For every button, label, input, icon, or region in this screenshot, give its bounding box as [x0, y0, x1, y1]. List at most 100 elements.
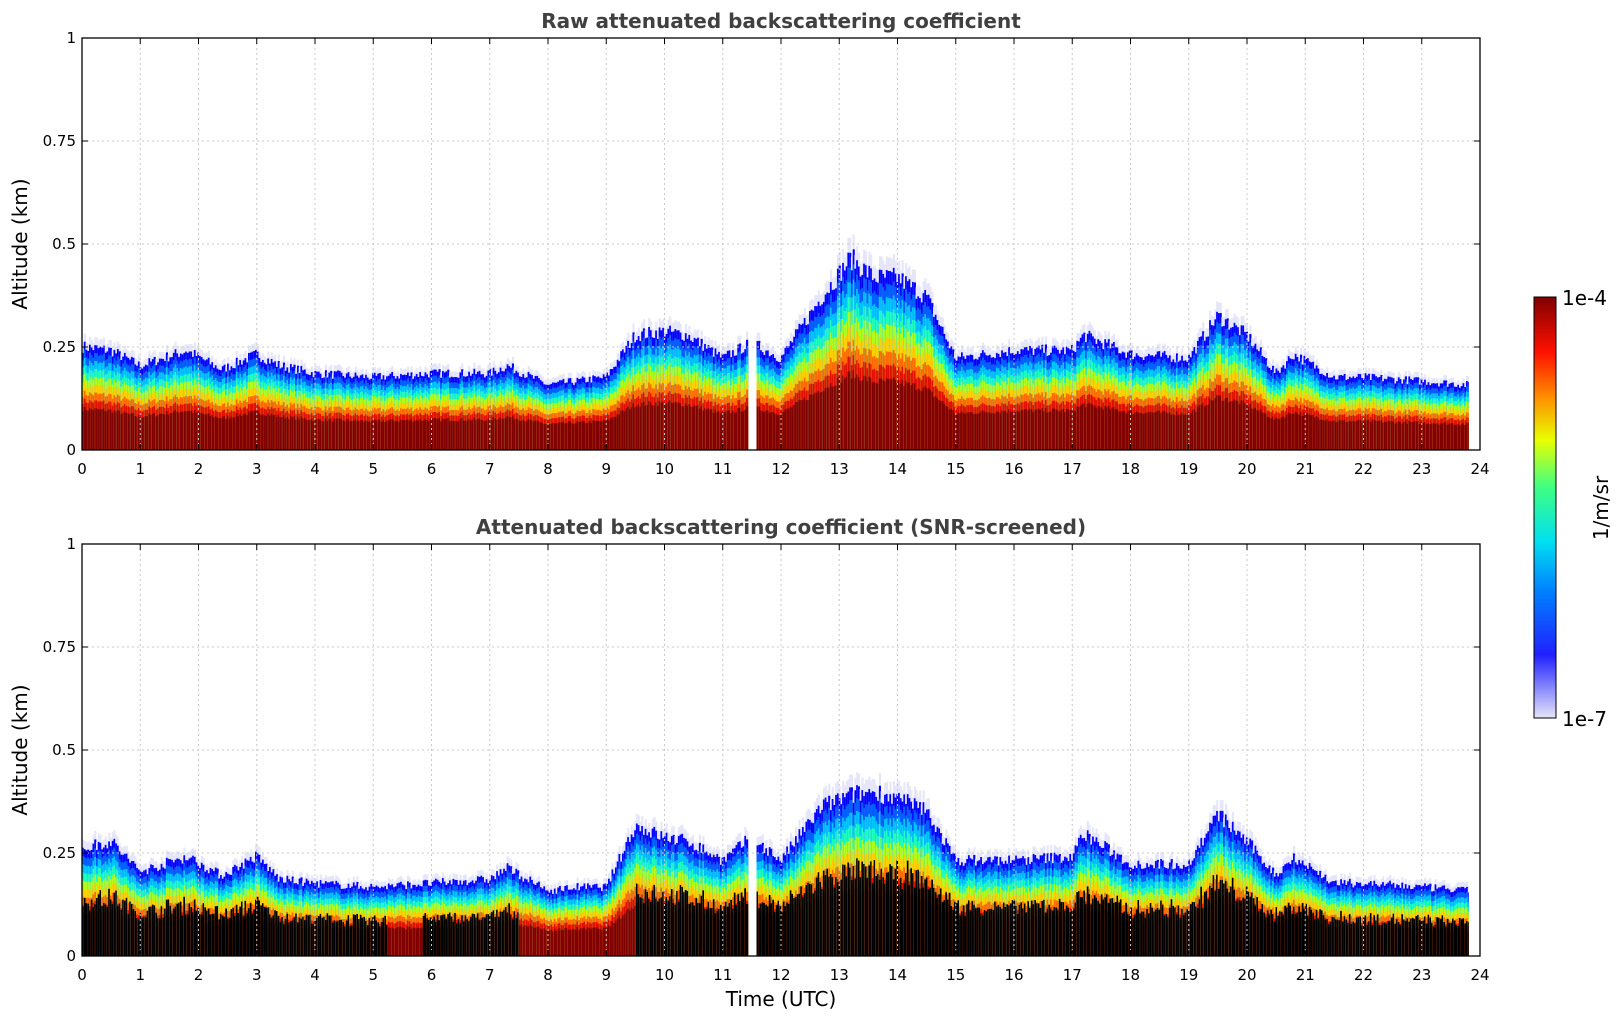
- heatmap-cell: [165, 411, 169, 450]
- heatmap-cell: [440, 421, 443, 450]
- heatmap-cell: [277, 414, 280, 450]
- heatmap-cell: [188, 410, 191, 450]
- heatmap-cell: [307, 419, 310, 450]
- heatmap-cell: [340, 419, 343, 450]
- heatmap-cell: [356, 420, 359, 450]
- heatmap-cell: [92, 410, 95, 450]
- heatmap-cell: [618, 414, 621, 450]
- heatmap-cell: [901, 379, 904, 450]
- heatmap-cell: [940, 400, 943, 450]
- heatmap-cell: [464, 420, 467, 450]
- heatmap-cell: [560, 422, 563, 450]
- heatmap-cell: [193, 410, 196, 450]
- heatmap-cell: [129, 414, 132, 450]
- heatmap-cell: [912, 383, 915, 450]
- heatmap-cell: [328, 419, 331, 450]
- heatmap-cell: [637, 404, 640, 450]
- heatmap-cell: [707, 408, 710, 450]
- heatmap-cell: [768, 412, 771, 450]
- heatmap-cell: [260, 414, 263, 450]
- heatmap-cell: [394, 421, 397, 450]
- heatmap-cell: [115, 411, 118, 450]
- heatmap-cell: [468, 418, 471, 450]
- heatmap-cell: [101, 409, 104, 450]
- heatmap-cell: [244, 413, 247, 450]
- heatmap-cell: [885, 378, 888, 450]
- heatmap-cell: [740, 411, 743, 450]
- heatmap-cell: [665, 403, 668, 450]
- heatmap-cell: [730, 413, 733, 450]
- heatmap-cell: [702, 410, 705, 450]
- heatmap-cell: [574, 423, 577, 450]
- heatmap-cell: [230, 416, 233, 450]
- heatmap-cell: [739, 407, 742, 450]
- heatmap-cell: [457, 421, 460, 450]
- heatmap-cell: [646, 405, 649, 450]
- heatmap-cell: [929, 389, 932, 450]
- heatmap-cell: [330, 418, 333, 450]
- heatmap-cell: [856, 374, 859, 450]
- heatmap-cell: [155, 416, 158, 450]
- heatmap-cell: [847, 371, 850, 450]
- heatmap-cell: [515, 418, 518, 450]
- heatmap-cell: [351, 421, 354, 450]
- heatmap-cell: [632, 403, 635, 450]
- heatmap-cell: [943, 403, 946, 450]
- heatmap-cell: [945, 405, 948, 450]
- heatmap-image: [82, 234, 1469, 450]
- heatmap-cell: [562, 421, 565, 450]
- heatmap-cell: [501, 418, 504, 450]
- heatmap-cell: [922, 387, 925, 450]
- heatmap-cell: [246, 415, 249, 450]
- heatmap-cell: [393, 420, 396, 450]
- heatmap-cell: [127, 413, 130, 450]
- heatmap-cell: [781, 412, 784, 450]
- heatmap-cell: [225, 418, 228, 450]
- heatmap-cell: [352, 420, 356, 450]
- heatmap-cell: [459, 419, 462, 450]
- heatmap-cell: [910, 385, 913, 450]
- heatmap-cell: [134, 415, 137, 450]
- heatmap-cell: [854, 377, 857, 450]
- heatmap-cell: [601, 421, 604, 450]
- heatmap-cell: [614, 416, 618, 450]
- heatmap-cell: [443, 419, 446, 450]
- heatmap-cell: [232, 417, 235, 450]
- heatmap-cell: [571, 423, 574, 450]
- heatmap-cell: [814, 392, 817, 450]
- heatmap-cell: [527, 418, 530, 450]
- heatmap-cell: [543, 423, 546, 450]
- heatmap-cell: [333, 418, 336, 450]
- heatmap-cell: [779, 415, 782, 450]
- heatmap-cell: [213, 417, 216, 450]
- heatmap-cell: [864, 376, 868, 450]
- heatmap-cell: [363, 421, 366, 450]
- heatmap-cell: [331, 421, 335, 450]
- heatmap-cell: [275, 416, 279, 450]
- heatmap-cell: [677, 402, 681, 450]
- heatmap-cell: [122, 412, 125, 450]
- heatmap-cell: [279, 417, 282, 450]
- heatmap-cell: [756, 406, 759, 450]
- heatmap-cell: [566, 423, 569, 450]
- heatmap-cell: [719, 413, 722, 450]
- heatmap-cell: [798, 399, 801, 450]
- heatmap-cell: [296, 416, 300, 450]
- heatmap-cell: [704, 407, 707, 450]
- heatmap-cell: [216, 417, 219, 450]
- heatmap-cell: [347, 419, 350, 450]
- panel-raw: Raw attenuated backscattering coefficien…: [8, 9, 1490, 478]
- heatmap-cell: [408, 420, 411, 450]
- heatmap-cell: [889, 378, 892, 450]
- heatmap-cell: [391, 418, 394, 450]
- heatmap-cell: [620, 410, 623, 450]
- heatmap-cell: [312, 421, 315, 450]
- heatmap-cell: [866, 381, 869, 450]
- heatmap-cell: [660, 402, 663, 450]
- heatmap-cell: [424, 419, 427, 450]
- heatmap-cell: [377, 419, 380, 450]
- heatmap-cell: [821, 392, 824, 450]
- heatmap-cell: [531, 420, 534, 450]
- heatmap-cell: [263, 415, 266, 450]
- heatmap-cell: [604, 420, 607, 450]
